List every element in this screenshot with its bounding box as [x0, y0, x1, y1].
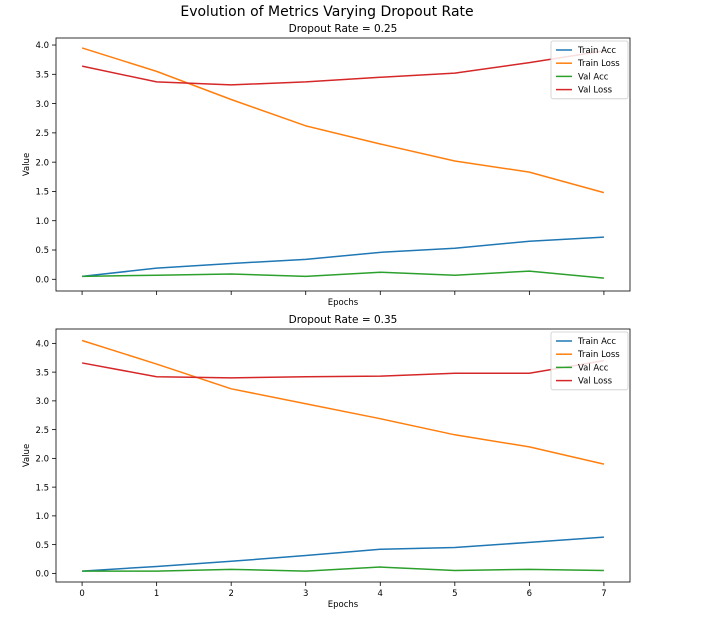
y-tick-label-2: 0.0 — [35, 570, 49, 580]
legend-label-train-loss-2: Train Loss — [577, 350, 620, 360]
y-tick-label-1: 1.0 — [35, 217, 49, 227]
y-tick-label-1: 2.5 — [35, 129, 49, 139]
series-line-val-loss-1 — [81, 50, 605, 86]
y-tick-label-2: 1.0 — [35, 512, 49, 522]
series-line-val-loss-2 — [81, 359, 605, 379]
y-tick-label-1: 0.5 — [35, 246, 49, 256]
series-line-train-acc-2 — [82, 536, 604, 572]
legend-box-2 — [550, 331, 629, 391]
x-tick-label-2: 3 — [303, 589, 308, 599]
legend-label-train-loss-1: Train Loss — [577, 59, 620, 69]
x-tick-label-2: 2 — [228, 589, 233, 599]
figure-title: Evolution of Metrics Varying Dropout Rat… — [180, 4, 473, 20]
series-line-val-acc-1 — [82, 270, 604, 279]
y-tick-label-1: 2.0 — [35, 158, 49, 168]
plot-area-frame-1 — [55, 37, 631, 292]
y-tick-label-2: 1.5 — [35, 483, 49, 493]
y-tick-label-2: 2.5 — [35, 426, 49, 436]
legend-label-train-acc-2: Train Acc — [577, 337, 616, 347]
y-tick-label-1: 1.5 — [35, 188, 49, 198]
x-tick-label-2: 0 — [79, 589, 84, 599]
y-tick-label-1: 4.0 — [35, 41, 49, 51]
y-tick-label-2: 2.0 — [35, 455, 49, 465]
y-tick-label-1: 3.5 — [35, 71, 49, 81]
x-tick-label-2: 1 — [154, 589, 159, 599]
legend-label-val-acc-2: Val Acc — [578, 363, 609, 373]
y-tick-label-2: 3.0 — [35, 397, 49, 407]
series-line-train-acc-1 — [82, 236, 604, 278]
series-line-train-loss-1 — [81, 47, 605, 194]
y-axis-label-2: Value — [22, 444, 32, 467]
y-tick-label-2: 4.0 — [35, 340, 49, 350]
y-tick-label-1: 3.0 — [35, 100, 49, 110]
subplot-title-2: Dropout Rate = 0.35 — [289, 314, 398, 326]
x-tick-label-2: 5 — [452, 589, 457, 599]
subplot-title-1: Dropout Rate = 0.25 — [289, 23, 398, 35]
series-line-train-loss-2 — [81, 339, 605, 465]
legend-label-val-loss-1: Val Loss — [578, 86, 613, 96]
legend-label-val-loss-2: Val Loss — [578, 377, 613, 387]
y-tick-label-2: 0.5 — [35, 541, 49, 551]
x-axis-label-1: Epochs — [328, 298, 359, 308]
series-line-val-acc-2 — [82, 566, 604, 572]
x-tick-label-2: 6 — [527, 589, 532, 599]
y-axis-label-1: Value — [22, 153, 32, 176]
y-tick-label-2: 3.5 — [35, 368, 49, 378]
plot-area-frame-2 — [55, 328, 631, 583]
x-tick-label-2: 4 — [378, 589, 383, 599]
x-axis-label-2: Epochs — [328, 600, 359, 610]
legend-label-val-acc-1: Val Acc — [578, 72, 609, 82]
legend-label-train-acc-1: Train Acc — [577, 46, 616, 56]
x-tick-label-2: 7 — [601, 589, 606, 599]
y-tick-label-1: 0.0 — [35, 275, 49, 285]
legend-box-1 — [550, 40, 629, 100]
